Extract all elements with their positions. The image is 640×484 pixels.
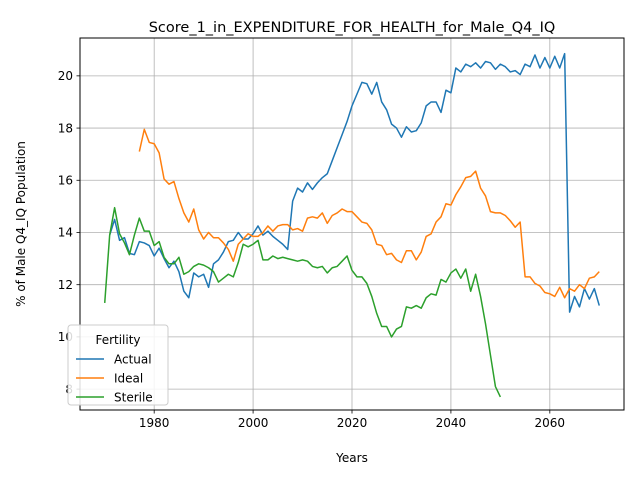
series-line-actual (108, 52, 600, 313)
series-lines (103, 52, 600, 398)
y-axis-label: % of Male Q4_IQ Population (14, 141, 28, 307)
grid-lines (80, 38, 624, 410)
legend: Fertility Actual Ideal Sterile (67, 324, 169, 406)
legend-label-sterile: Sterile (114, 390, 153, 404)
x-tick-label: 1980 (139, 416, 170, 430)
axis-ticks: 198020002020204020608101214161820 (58, 69, 565, 430)
legend-title: Fertility (95, 333, 140, 347)
x-tick-label: 2020 (337, 416, 368, 430)
series-line-sterile (103, 206, 502, 398)
y-tick-label: 20 (58, 69, 73, 83)
series-line-ideal (138, 128, 600, 299)
y-tick-label: 14 (58, 226, 73, 240)
y-tick-label: 16 (58, 173, 73, 187)
x-tick-label: 2060 (535, 416, 566, 430)
chart-title: Score_1_in_EXPENDITURE_FOR_HEALTH_for_Ma… (149, 20, 556, 36)
y-tick-label: 12 (58, 278, 73, 292)
legend-label-ideal: Ideal (114, 371, 143, 385)
legend-box (67, 324, 169, 406)
x-axis-label: Years (335, 451, 368, 465)
x-tick-label: 2040 (436, 416, 467, 430)
legend-entries: Actual Ideal Sterile (76, 352, 153, 404)
y-tick-label: 18 (58, 121, 73, 135)
legend-label-actual: Actual (114, 352, 152, 366)
x-tick-label: 2000 (238, 416, 269, 430)
